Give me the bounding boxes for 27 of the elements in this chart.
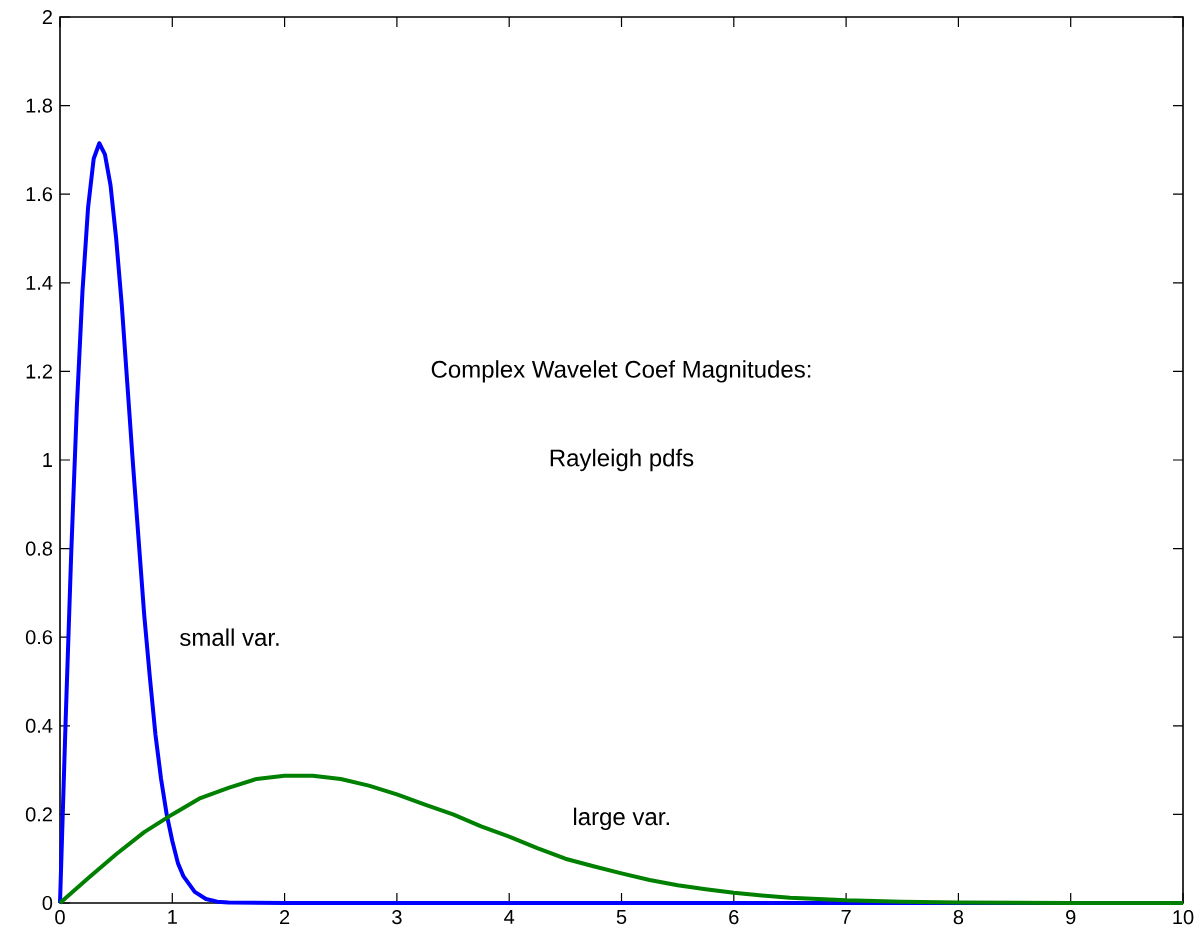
y-tick-label: 1.4	[26, 275, 53, 290]
x-tick-label: 5	[616, 910, 627, 925]
annotation: small var.	[180, 628, 279, 646]
x-tick-label: 9	[1066, 910, 1076, 925]
y-tick-label: 0	[42, 895, 53, 911]
y-tick-label: 1.6	[26, 187, 53, 202]
x-tick-label: 7	[841, 910, 851, 924]
x-tick-label: 8	[953, 910, 964, 925]
x-tick-label: 2	[280, 910, 290, 925]
y-tick-label: 0.4	[25, 718, 53, 733]
y-tick-label: 1.2	[26, 364, 52, 379]
y-tick-label: 1.8	[26, 98, 53, 113]
text: Rayleigh pdfs	[550, 448, 694, 472]
line-series	[58, 773, 1185, 905]
y-tick-label: 1	[43, 453, 52, 467]
text: Complex Wavelet Coef Magnitudes:	[431, 360, 811, 383]
x-tick-label: 0	[55, 910, 65, 925]
y-tick-label: 0.8	[25, 541, 53, 556]
x-tick-label: 1	[168, 910, 177, 924]
annotation: large var.	[574, 807, 669, 831]
y-tick-label: 2	[42, 10, 52, 24]
x-tick-label: 10	[1173, 910, 1194, 925]
x-tick-label: 4	[504, 910, 515, 924]
x-tick-label: 3	[392, 910, 402, 925]
y-tick-label: 0.6	[25, 630, 53, 645]
y-tick-label: 0.2	[25, 807, 52, 822]
x-tick-label: 6	[729, 910, 739, 925]
